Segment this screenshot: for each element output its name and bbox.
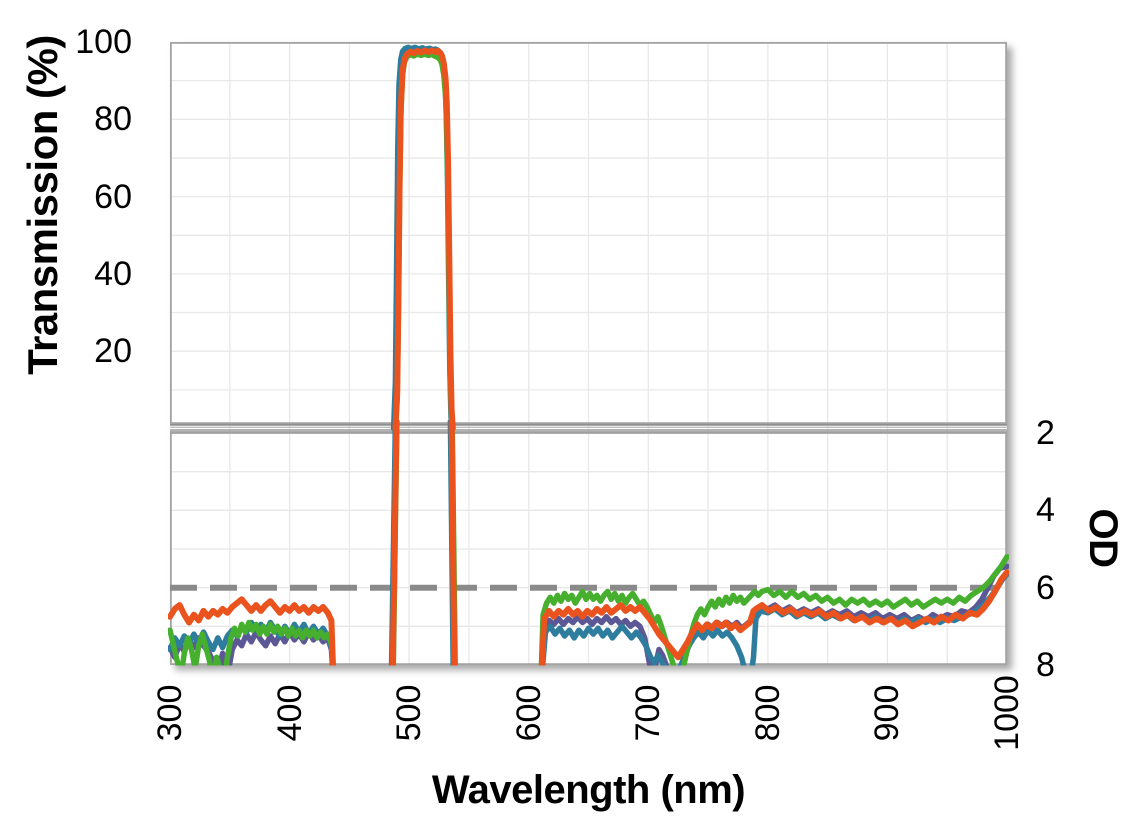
- x-tick-label: 800: [748, 684, 787, 742]
- spectra-plot: [168, 41, 1009, 666]
- x-axis-title: Wavelength (nm): [431, 768, 746, 812]
- y-right-tick-label: 2: [1036, 414, 1055, 452]
- y-left-tick-label: 20: [94, 332, 132, 371]
- x-tick-label: 700: [629, 684, 668, 742]
- y-left-tick-label: 60: [94, 177, 132, 216]
- x-tick-label: 500: [390, 684, 429, 742]
- y-left-tick-label: 40: [94, 254, 132, 293]
- x-tick-label: 400: [270, 684, 309, 742]
- y-right-tick-label: 8: [1036, 646, 1055, 684]
- y-left-tick-label: 80: [94, 100, 132, 139]
- x-tick-label: 300: [151, 684, 189, 742]
- x-tick-label: 1000: [988, 675, 1026, 751]
- y-left-tick-label: 100: [75, 23, 132, 61]
- y-right-tick-label: 6: [1036, 568, 1055, 607]
- y-right-tick-label: 4: [1036, 491, 1055, 530]
- y-axis-title-left: Transmission (%): [19, 35, 66, 375]
- x-tick-label: 900: [868, 684, 907, 742]
- x-tick-label: 600: [509, 684, 548, 742]
